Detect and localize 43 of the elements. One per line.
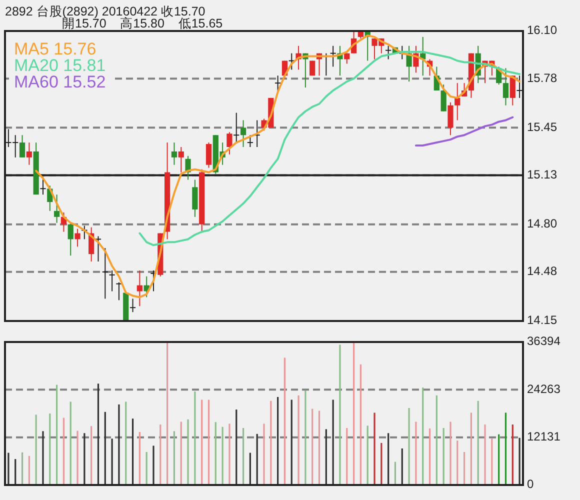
chart-title: 2892 台股(2892) 20160422 收15.70: [5, 4, 206, 18]
y-tick-label: 15.13: [527, 167, 558, 182]
y-tick-label: 14.80: [527, 216, 558, 231]
y-tick-label: 24263: [527, 382, 561, 396]
candlestick: [74, 228, 80, 248]
candlestick: [109, 270, 115, 292]
candlestick: [502, 68, 509, 106]
y-tick-label: 15.78: [527, 70, 558, 85]
text: MA60 15.52: [14, 72, 106, 92]
candlestick: [171, 142, 178, 166]
y-tick-label: 0: [527, 477, 534, 492]
line-series: [138, 50, 521, 246]
candlestick: [247, 134, 253, 148]
candlestick: [54, 194, 60, 224]
candlestick: [448, 102, 454, 136]
candlestick: [330, 45, 336, 68]
y-tick-label: 14.15: [527, 313, 558, 328]
candlestick: [386, 45, 392, 60]
text: MA5 15.76: [14, 39, 96, 58]
candlestick: [275, 75, 281, 92]
y-tick-label: 36394: [527, 334, 561, 348]
candlestick: [178, 146, 184, 173]
candlestick: [130, 298, 136, 313]
candlestick: [26, 142, 32, 166]
candlestick: [310, 60, 316, 76]
line-series: [414, 116, 514, 147]
candlestick: [136, 270, 142, 307]
candlestick: [68, 222, 74, 256]
candlestick: [454, 82, 460, 121]
y-tick-label: 12131: [527, 430, 561, 444]
candlestick: [226, 132, 232, 155]
text: MA20 15.81: [14, 56, 106, 75]
candlestick: [102, 248, 108, 300]
candlestick: [192, 179, 198, 218]
y-tick-label: 16.10: [527, 23, 558, 38]
candlestick: [234, 112, 240, 144]
candlestick: [206, 142, 212, 168]
candlestick: [19, 134, 26, 158]
candlestick: [440, 84, 446, 112]
candlestick: [240, 120, 246, 148]
candlestick: [116, 282, 122, 301]
y-tick-label: 15.45: [527, 120, 558, 134]
y-tick-label: 14.48: [527, 264, 558, 278]
